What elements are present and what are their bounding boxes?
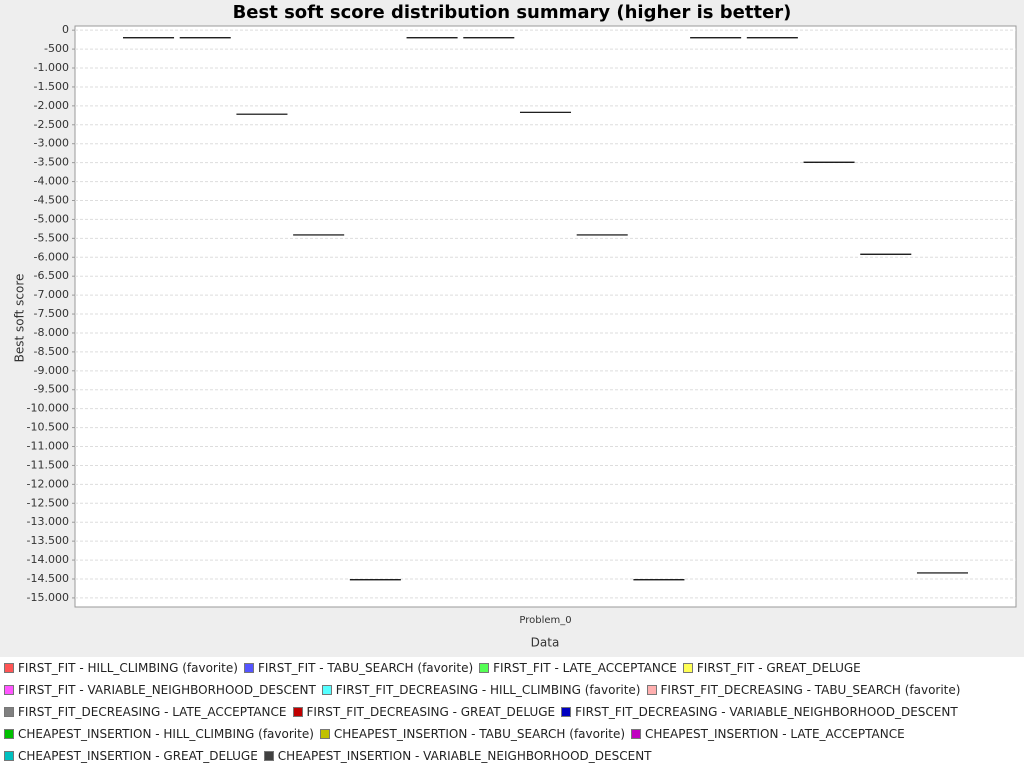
- y-tick-label: -5.000: [34, 212, 69, 225]
- legend-swatch: [4, 751, 14, 761]
- legend-item: CHEAPEST_INSERTION - VARIABLE_NEIGHBORHO…: [263, 749, 652, 763]
- legend-row: FIRST_FIT - VARIABLE_NEIGHBORHOOD_DESCEN…: [0, 679, 1024, 701]
- y-tick-label: -3.500: [34, 156, 69, 169]
- legend-swatch: [263, 751, 274, 761]
- y-tick-label: -12.500: [27, 496, 69, 509]
- legend-label: FIRST_FIT - TABU_SEARCH (favorite): [257, 661, 474, 675]
- legend-item: CHEAPEST_INSERTION - GREAT_DELUGE: [4, 749, 258, 763]
- legend-item: FIRST_FIT_DECREASING - GREAT_DELUGE: [292, 705, 556, 719]
- y-tick-label: -11.500: [27, 458, 69, 471]
- chart: Best soft score distribution summary (hi…: [13, 2, 1017, 650]
- legend: FIRST_FIT - HILL_CLIMBING (favorite) FIRS…: [0, 657, 1024, 768]
- legend-swatch: [631, 729, 642, 739]
- legend-label: CHEAPEST_INSERTION - GREAT_DELUGE: [18, 749, 258, 763]
- legend-label: FIRST_FIT_DECREASING - GREAT_DELUGE: [306, 705, 556, 719]
- y-tick-label: -9.000: [34, 364, 69, 377]
- legend-swatch: [4, 729, 14, 739]
- legend-item: FIRST_FIT_DECREASING - TABU_SEARCH (favo…: [646, 683, 961, 697]
- y-tick-label: 0: [62, 23, 69, 36]
- legend-swatch: [319, 729, 330, 739]
- legend-label: CHEAPEST_INSERTION - LATE_ACCEPTANCE: [645, 727, 905, 741]
- y-tick-label: -8.500: [34, 345, 69, 358]
- y-tick-label: -7.000: [34, 288, 69, 301]
- legend-swatch: [646, 685, 657, 695]
- legend-row: FIRST_FIT_DECREASING - LATE_ACCEPTANCE FI…: [0, 701, 1024, 723]
- legend-item: FIRST_FIT - HILL_CLIMBING (favorite): [4, 661, 238, 675]
- y-tick-label: -13.000: [27, 515, 69, 528]
- legend-swatch: [479, 663, 490, 673]
- y-tick-label: -1.000: [34, 61, 69, 74]
- legend-label: FIRST_FIT_DECREASING - TABU_SEARCH (favo…: [660, 683, 961, 697]
- legend-label: CHEAPEST_INSERTION - TABU_SEARCH (favori…: [333, 727, 626, 741]
- y-tick-label: -14.500: [27, 572, 69, 585]
- legend-label: FIRST_FIT_DECREASING - HILL_CLIMBING (fa…: [335, 683, 641, 697]
- y-tick-label: -1.500: [34, 80, 69, 93]
- legend-item: FIRST_FIT_DECREASING - VARIABLE_NEIGHBOR…: [561, 705, 958, 719]
- y-tick-label: -10.000: [27, 402, 69, 415]
- y-tick-label: -13.500: [27, 534, 69, 547]
- y-tick-label: -4.000: [34, 175, 69, 188]
- y-tick-label: -8.000: [34, 326, 69, 339]
- y-tick-label: -15.000: [27, 591, 69, 604]
- y-tick-label: -4.500: [34, 193, 69, 206]
- legend-swatch: [292, 707, 303, 717]
- y-tick-label: -2.500: [34, 118, 69, 131]
- legend-swatch: [4, 663, 14, 673]
- y-tick-label: -12.000: [27, 477, 69, 490]
- y-tick-label: -14.000: [27, 553, 69, 566]
- legend-item: FIRST_FIT_DECREASING - HILL_CLIMBING (fa…: [321, 683, 641, 697]
- legend-item: FIRST_FIT - TABU_SEARCH (favorite): [243, 661, 474, 675]
- legend-swatch: [682, 663, 693, 673]
- plot-area: [74, 25, 1017, 608]
- legend-swatch: [4, 707, 14, 717]
- y-axis-label: Best soft score: [13, 274, 27, 363]
- legend-row: FIRST_FIT - HILL_CLIMBING (favorite) FIRS…: [0, 657, 1024, 679]
- y-tick-label: -5.500: [34, 231, 69, 244]
- y-tick-label: -6.500: [34, 269, 69, 282]
- y-tick-label: -2.000: [34, 99, 69, 112]
- x-tick-label: Problem_0: [519, 615, 571, 626]
- y-tick-label: -7.500: [34, 307, 69, 320]
- legend-swatch: [243, 663, 254, 673]
- legend-item: CHEAPEST_INSERTION - HILL_CLIMBING (favo…: [4, 727, 314, 741]
- legend-label: FIRST_FIT - LATE_ACCEPTANCE: [493, 661, 677, 675]
- chart-title: Best soft score distribution summary (hi…: [233, 2, 792, 23]
- legend-label: FIRST_FIT - VARIABLE_NEIGHBORHOOD_DESCEN…: [18, 683, 316, 697]
- y-tick-label: -11.000: [27, 440, 69, 453]
- legend-label: CHEAPEST_INSERTION - VARIABLE_NEIGHBORHO…: [277, 749, 652, 763]
- legend-item: FIRST_FIT - GREAT_DELUGE: [682, 661, 861, 675]
- x-axis-label: Data: [531, 636, 560, 650]
- y-tick-label: -9.500: [34, 383, 69, 396]
- legend-item: FIRST_FIT - VARIABLE_NEIGHBORHOOD_DESCEN…: [4, 683, 316, 697]
- legend-label: FIRST_FIT_DECREASING - VARIABLE_NEIGHBOR…: [575, 705, 958, 719]
- y-tick-label: -10.500: [27, 421, 69, 434]
- legend-row: CHEAPEST_INSERTION - HILL_CLIMBING (favo…: [0, 723, 1024, 745]
- legend-label: FIRST_FIT - GREAT_DELUGE: [696, 661, 861, 675]
- y-tick-label: -6.000: [34, 250, 69, 263]
- legend-item: FIRST_FIT_DECREASING - LATE_ACCEPTANCE: [4, 705, 287, 719]
- y-tick-label: -3.000: [34, 137, 69, 150]
- legend-row: CHEAPEST_INSERTION - GREAT_DELUGE CHEAPES…: [0, 745, 1024, 767]
- legend-label: FIRST_FIT_DECREASING - LATE_ACCEPTANCE: [18, 705, 287, 719]
- legend-swatch: [4, 685, 14, 695]
- legend-label: FIRST_FIT - HILL_CLIMBING (favorite): [18, 661, 238, 675]
- legend-label: CHEAPEST_INSERTION - HILL_CLIMBING (favo…: [18, 727, 314, 741]
- legend-item: CHEAPEST_INSERTION - LATE_ACCEPTANCE: [631, 727, 905, 741]
- legend-item: CHEAPEST_INSERTION - TABU_SEARCH (favori…: [319, 727, 626, 741]
- legend-item: FIRST_FIT - LATE_ACCEPTANCE: [479, 661, 677, 675]
- legend-swatch: [321, 685, 332, 695]
- legend-swatch: [561, 707, 572, 717]
- y-tick-label: -500: [44, 42, 69, 55]
